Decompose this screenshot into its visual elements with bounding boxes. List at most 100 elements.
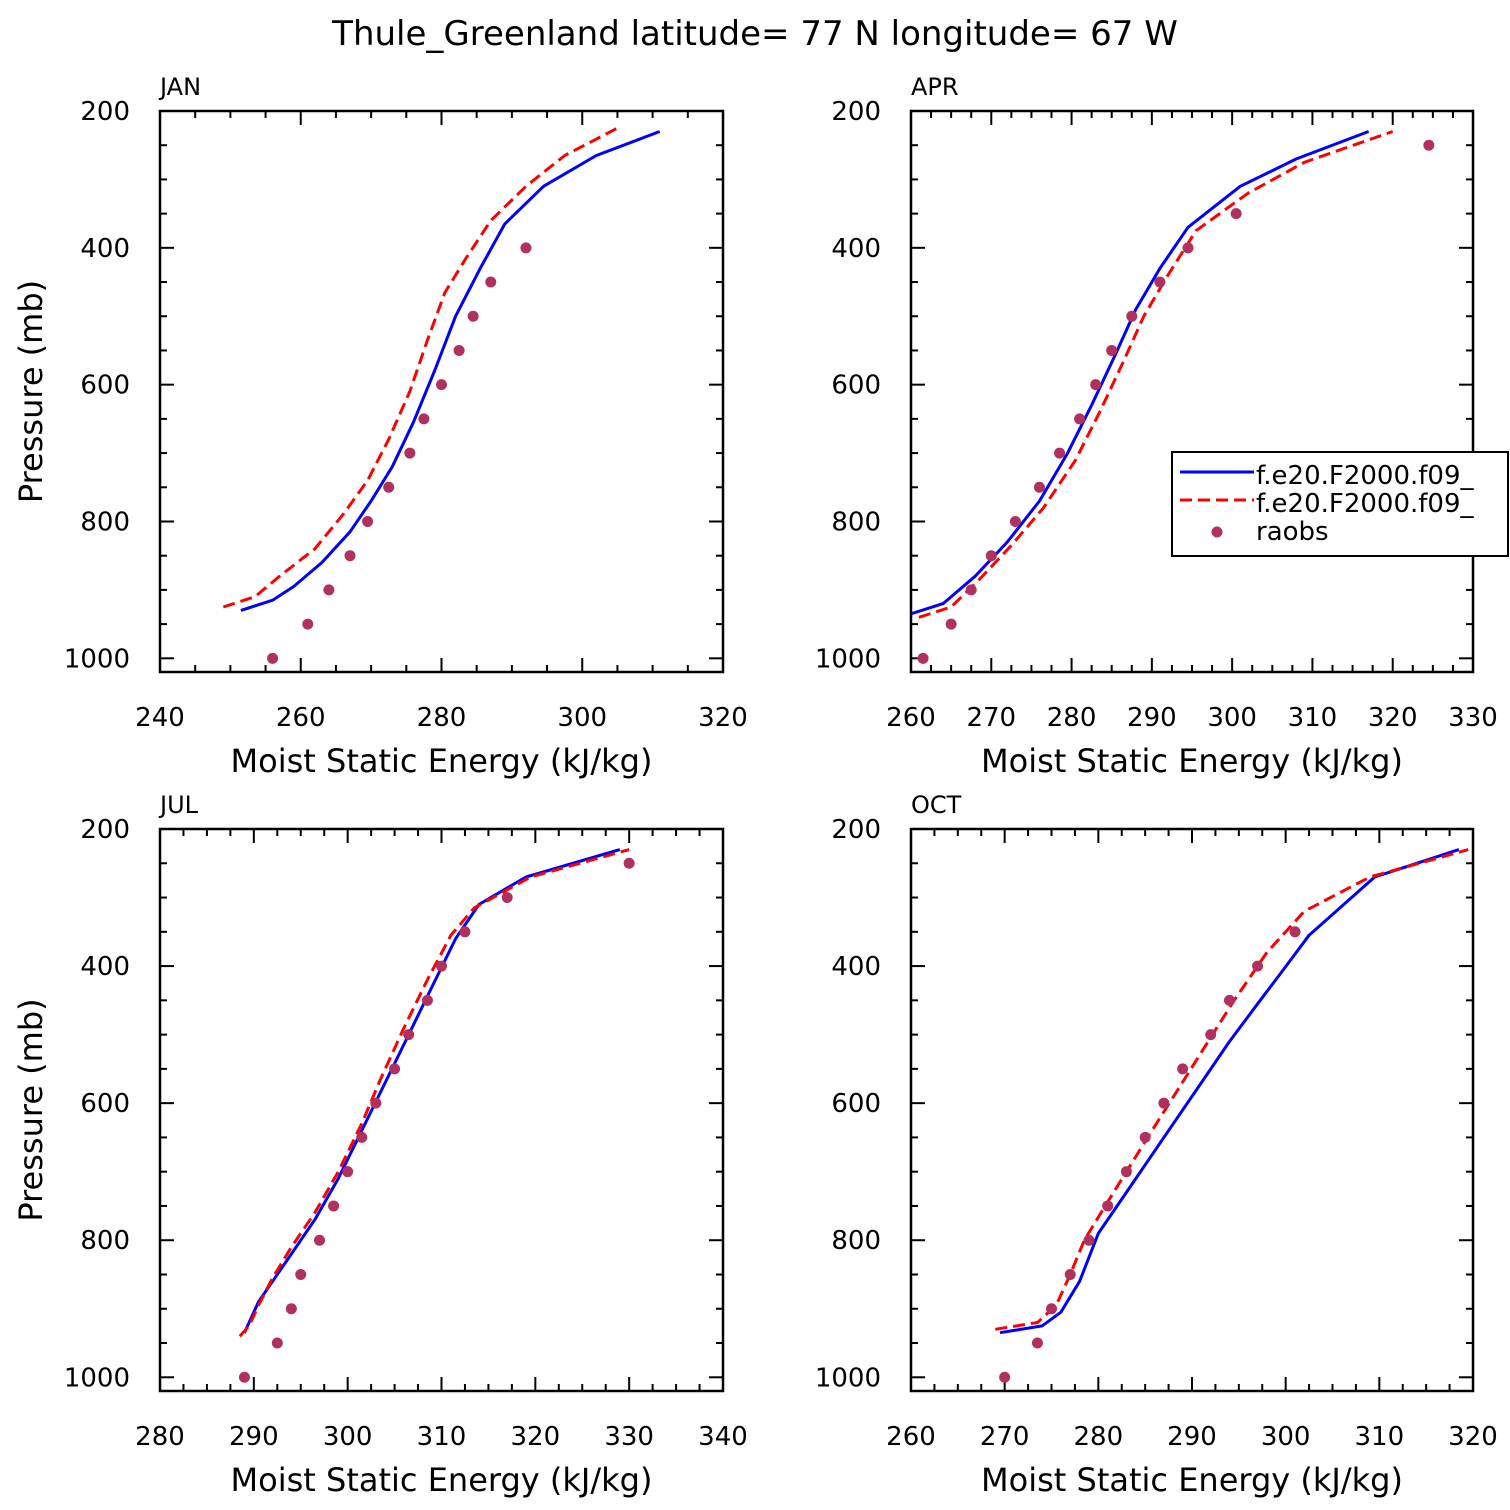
panel-oct: OCT 260 270 280 290 300 310 320 200 400 600 800 1000… (815, 791, 1498, 1499)
panel-apr-raobs-point (1126, 310, 1138, 322)
panels-group: JAN 240 260 280 300 320 200 400 600 800 1000 Moist … (12, 73, 1509, 1499)
panel-jul-raobs-point (285, 1303, 297, 1315)
panel-oct-xtick-label: 280 (1074, 1422, 1124, 1452)
panel-oct-raobs-point (1289, 926, 1301, 938)
panel-apr-raobs-point (917, 652, 929, 664)
panel-apr-raobs-point (945, 618, 957, 630)
panel-apr-raobs-point (1230, 208, 1242, 220)
panel-jul-raobs-point (623, 857, 635, 869)
panel-oct-xtick-label: 290 (1167, 1422, 1217, 1452)
panel-oct-xtick-label: 270 (980, 1422, 1030, 1452)
panel-apr-raobs-point (1106, 344, 1118, 356)
panel-jan-ytick-label: 200 (80, 97, 130, 127)
panel-apr-raobs-point (1009, 515, 1021, 527)
panel-oct-raobs-point (1120, 1166, 1132, 1178)
panel-jul-model2-line (238, 848, 630, 1338)
panel-jul-raobs-point (342, 1166, 354, 1178)
panel-apr-raobs-point (1054, 447, 1066, 459)
panel-oct-raobs-point (1031, 1337, 1043, 1349)
panel-jan-raobs-point (418, 413, 430, 425)
panel-jul-xtick-label: 290 (229, 1422, 279, 1452)
panel-jul-label: JUL (158, 791, 199, 819)
panel-jul-plot-area (238, 848, 635, 1383)
panel-apr-label: APR (911, 73, 959, 101)
legend-raobs-marker (1211, 526, 1223, 538)
panel-jan-raobs-point (344, 550, 356, 562)
panel-jan-raobs-point (267, 652, 279, 664)
panel-jul-raobs-point (238, 1371, 250, 1383)
panel-jul-xtick-label: 340 (698, 1422, 748, 1452)
panel-oct-ytick-label: 800 (831, 1226, 881, 1256)
panel-jul-raobs-point (403, 1029, 415, 1041)
panel-apr-ytick-label: 600 (831, 371, 881, 401)
panel-oct-plot-area (995, 848, 1469, 1383)
panel-jan-xtick-label: 240 (135, 703, 185, 733)
panel-jan-raobs-point (485, 276, 497, 288)
panel-oct-raobs-point (1158, 1097, 1170, 1109)
panel-jul-xtick-label: 320 (511, 1422, 561, 1452)
panel-jan-raobs-point (520, 242, 532, 254)
panel-oct-raobs-point (1046, 1303, 1057, 1315)
panel-jan-raobs-point (404, 447, 416, 459)
legend-entry-label: raobs (1256, 517, 1329, 547)
panel-jan-xlabel: Moist Static Energy (kJ/kg) (231, 742, 653, 780)
panel-jul-ylabel: Pressure (mb) (12, 998, 50, 1221)
legend: f.e20.F2000.f09_f.e20.F2000.f09_raobs (1171, 451, 1509, 557)
panel-jul-raobs-point (356, 1131, 368, 1143)
panel-jan-xtick-label: 260 (276, 703, 326, 733)
panel-oct-ytick-label: 1000 (815, 1363, 881, 1393)
panel-oct-raobs-point (999, 1371, 1011, 1383)
panel-jul-ytick-label: 1000 (64, 1363, 130, 1393)
panel-jul-raobs-point (436, 960, 447, 972)
panel-apr-xtick-label: 280 (1047, 703, 1097, 733)
panel-jul-raobs-point (271, 1337, 283, 1349)
panel-apr-xlabel: Moist Static Energy (kJ/kg) (981, 742, 1403, 780)
panel-apr-raobs-point (1182, 242, 1194, 254)
panel-apr-xtick-label: 260 (886, 703, 936, 733)
panel-apr-raobs-point (1033, 481, 1045, 493)
panel-jan-ytick-label: 600 (80, 371, 130, 401)
panel-oct-raobs-point (1177, 1063, 1189, 1075)
panel-oct-xlabel: Moist Static Energy (kJ/kg) (981, 1461, 1403, 1499)
panel-apr-raobs-point (985, 550, 997, 562)
panel-jan-ytick-label: 1000 (64, 644, 130, 674)
panel-jan: JAN 240 260 280 300 320 200 400 600 800 1000 Moist … (12, 73, 748, 780)
panel-jan-ylabel: Pressure (mb) (12, 280, 50, 503)
panel-jul-model1-line (243, 848, 621, 1334)
panel-apr-xtick-label: 300 (1207, 703, 1257, 733)
panel-jan-ytick-label: 800 (80, 507, 130, 537)
panel-jul-xtick-label: 330 (604, 1422, 654, 1452)
panel-oct-model2-line (995, 848, 1469, 1331)
panel-apr: APR 260 270 280 290 300 310 320 330 200 400 600 800 1… (815, 73, 1509, 780)
panel-oct-model1-line (999, 848, 1460, 1335)
panel-oct-raobs-point (1223, 994, 1235, 1006)
panel-jul-raobs-point (389, 1063, 401, 1075)
panel-jan-raobs-point (383, 481, 395, 493)
panel-jan-ytick-label: 400 (80, 234, 130, 264)
panel-jan-raobs-point (362, 515, 374, 527)
panel-apr-raobs-point (1090, 379, 1102, 391)
panel-apr-xtick-label: 320 (1368, 703, 1418, 733)
figure-title: Thule_Greenland latitude= 77 N longitude… (331, 14, 1178, 54)
panel-jan-raobs-point (453, 344, 465, 356)
panel-jul-raobs-point (421, 994, 433, 1006)
panel-jul-raobs-point (459, 926, 471, 938)
panel-jul-raobs-point (314, 1234, 326, 1246)
panel-oct-raobs-point (1083, 1234, 1095, 1246)
panel-jul: JUL 280 290 300 310 320 330 340 200 400 600 800 1000… (12, 791, 748, 1499)
panel-jan-plot-area (222, 126, 661, 664)
panel-jul-raobs-point (501, 892, 513, 904)
panel-apr-raobs-point (1423, 139, 1435, 151)
panel-oct-raobs-point (1102, 1200, 1114, 1212)
legend-box (1171, 451, 1509, 557)
panel-apr-raobs-point (1074, 413, 1086, 425)
legend-entry-label: f.e20.F2000.f09_ (1256, 489, 1474, 519)
legend-entry-label: f.e20.F2000.f09_ (1256, 461, 1474, 491)
panel-oct-ytick-label: 200 (831, 815, 881, 845)
panel-jan-frame (158, 109, 725, 674)
panel-apr-ytick-label: 1000 (815, 644, 881, 674)
panel-oct-xtick-label: 320 (1448, 1422, 1498, 1452)
panel-oct-raobs-point (1252, 960, 1264, 972)
panel-oct-raobs-point (1205, 1029, 1217, 1041)
panel-jan-xtick-label: 300 (557, 703, 607, 733)
